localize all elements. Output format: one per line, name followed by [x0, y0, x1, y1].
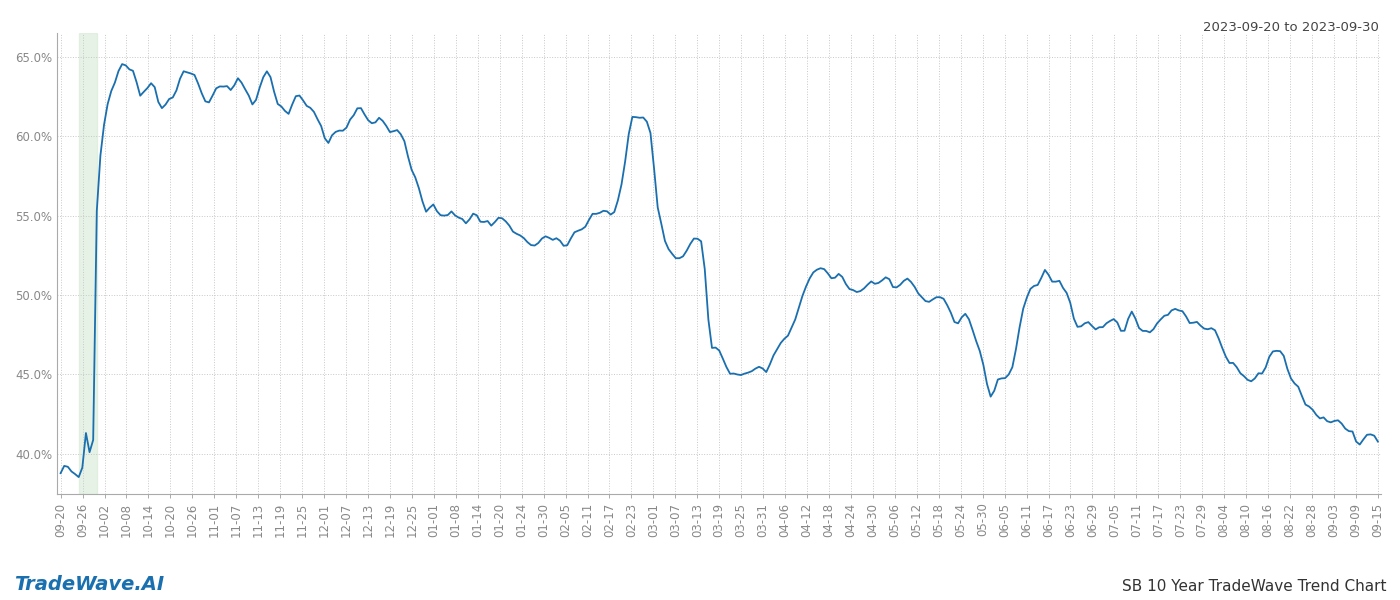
Text: SB 10 Year TradeWave Trend Chart: SB 10 Year TradeWave Trend Chart: [1121, 579, 1386, 594]
Text: 2023-09-20 to 2023-09-30: 2023-09-20 to 2023-09-30: [1203, 21, 1379, 34]
Text: TradeWave.AI: TradeWave.AI: [14, 575, 164, 594]
Bar: [78, 33, 97, 494]
